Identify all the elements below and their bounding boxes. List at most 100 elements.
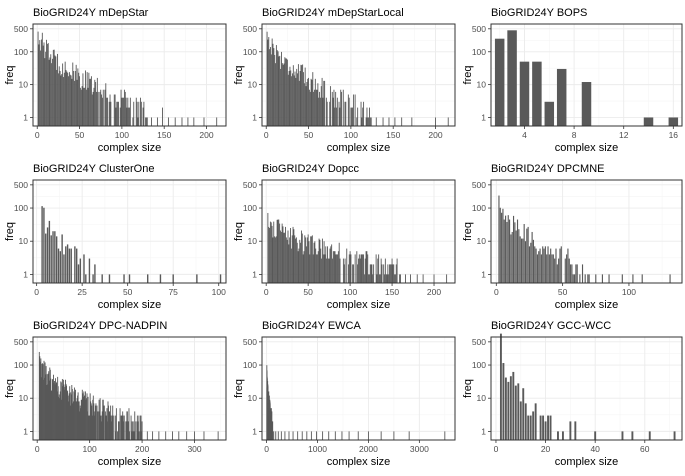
panel-1-bar <box>41 39 42 126</box>
panel-9-bar <box>648 431 651 440</box>
panel-7-bar <box>53 374 54 440</box>
panel-1-bar <box>140 101 142 126</box>
panel-2-bar <box>348 97 350 126</box>
panel-2-bar <box>290 70 292 126</box>
panel-4-bar <box>66 244 69 283</box>
panel-7-ytick-label: 500 <box>14 337 28 347</box>
panel-5-bar <box>366 251 368 283</box>
panel-8-ylabel: freq <box>233 379 245 398</box>
panel-7-bar <box>90 401 92 440</box>
panel-5-bar <box>337 251 339 283</box>
panel-5-bar <box>321 258 323 283</box>
panel-1-bar <box>79 76 81 126</box>
panel-2-bar <box>308 77 310 126</box>
panel-1-xtick-label: 200 <box>199 130 213 140</box>
panel-7-ytick-label: 100 <box>14 360 28 370</box>
panel-7-bar <box>137 421 139 440</box>
panel-2-bar <box>316 89 318 126</box>
panel-4-bar <box>70 248 72 283</box>
panel-5-xtick-label: 150 <box>385 287 399 297</box>
panel-7-bar <box>65 379 66 440</box>
panel-2-bar <box>315 89 317 126</box>
panel-1-bar <box>90 78 92 126</box>
panel-1-bar <box>87 87 89 126</box>
panel-1-xtick-label: 0 <box>35 130 40 140</box>
panel-6-ylabel: freq <box>462 222 474 241</box>
panel-8-border <box>261 336 456 441</box>
panel-6-bar <box>552 254 554 283</box>
panel-7-bar <box>115 431 117 440</box>
panel-6-bar <box>536 254 538 283</box>
panel-6-bar <box>584 274 586 283</box>
panel-9-bar <box>539 415 542 440</box>
panel-3-xtick-label: 4 <box>522 130 527 140</box>
panel-1-ylabel: freq <box>4 66 16 85</box>
panel-1-bar <box>85 89 87 126</box>
panel-1-bar <box>58 66 60 126</box>
panel-2-bar <box>370 117 372 126</box>
panel-4-bar <box>123 274 125 283</box>
panel-7-bar <box>140 415 142 440</box>
panel-7-bar <box>69 386 71 440</box>
panel-5-bar <box>294 235 296 283</box>
panel-5-bar <box>394 274 396 283</box>
panel-7-bar <box>121 415 123 440</box>
panel-5-bar <box>306 237 308 283</box>
panel-7-bar <box>131 421 133 440</box>
panel-7-bar <box>72 403 74 440</box>
panel-7-bar <box>84 391 86 440</box>
panel-2-title: BioGRID24Y mDepStarLocal <box>262 7 404 19</box>
panel-9-bar <box>519 401 522 440</box>
panel-5-bar <box>354 254 356 283</box>
panel-9-xlabel: complex size <box>555 456 619 468</box>
panel-9-bar <box>499 333 502 440</box>
panel-1-bar <box>143 101 145 126</box>
panel-1-bar <box>93 87 95 126</box>
panel-7-bar <box>54 381 55 440</box>
panel-6-bar <box>532 239 535 283</box>
panel-7-bar <box>66 385 68 440</box>
panel-5-bar <box>368 274 370 283</box>
panel-7-bar <box>112 405 114 440</box>
panel-9-bar <box>544 421 547 440</box>
panel-5-bar <box>267 212 269 283</box>
panel-1-bar <box>132 117 134 126</box>
panel-4-bar <box>196 274 198 283</box>
panel-7-bar <box>101 415 103 440</box>
panel-2-bar <box>292 65 294 126</box>
panel-5-bar <box>268 226 270 283</box>
panel-8-bar <box>272 421 274 440</box>
panel-5-bar <box>390 264 392 283</box>
panel-6-bar <box>559 248 561 283</box>
panel-1-bar <box>78 72 80 126</box>
panel-1-bar <box>43 42 45 126</box>
panel-4-bar <box>88 258 91 283</box>
panel-1-bar <box>117 101 119 126</box>
panel-1-bar <box>68 72 70 126</box>
panel-5-bar <box>324 254 326 283</box>
panel-5-bar <box>396 258 398 283</box>
panel-8-xlabel: complex size <box>327 456 391 468</box>
panel-1-bar <box>50 54 52 127</box>
panel-6-xtick-label: 100 <box>622 287 636 297</box>
panel-1-bar <box>81 86 83 126</box>
panel-5-bar <box>399 274 401 283</box>
panel-5-bar <box>323 241 325 283</box>
panel-4-bar <box>65 246 67 283</box>
panel-4-xtick-label: 0 <box>34 287 39 297</box>
panel-6-bar <box>530 242 532 283</box>
panel-4-bar <box>79 258 82 283</box>
panel-4-bar <box>77 264 80 283</box>
panel-7-ytick-label: 1 <box>23 426 28 436</box>
panel-9-bar <box>502 363 505 440</box>
panel-5-bar <box>308 241 310 283</box>
panel-8-bar <box>297 431 299 440</box>
panel-7-bar <box>186 431 188 440</box>
panel-7-bar <box>40 358 42 440</box>
panel-1-bar <box>135 97 137 126</box>
panel-5-bar <box>347 264 349 283</box>
panel-7-bar <box>39 361 41 440</box>
panel-2-ytick-label: 500 <box>243 24 257 34</box>
panel-7-bar <box>98 399 100 440</box>
panel-7-bar <box>118 421 119 440</box>
